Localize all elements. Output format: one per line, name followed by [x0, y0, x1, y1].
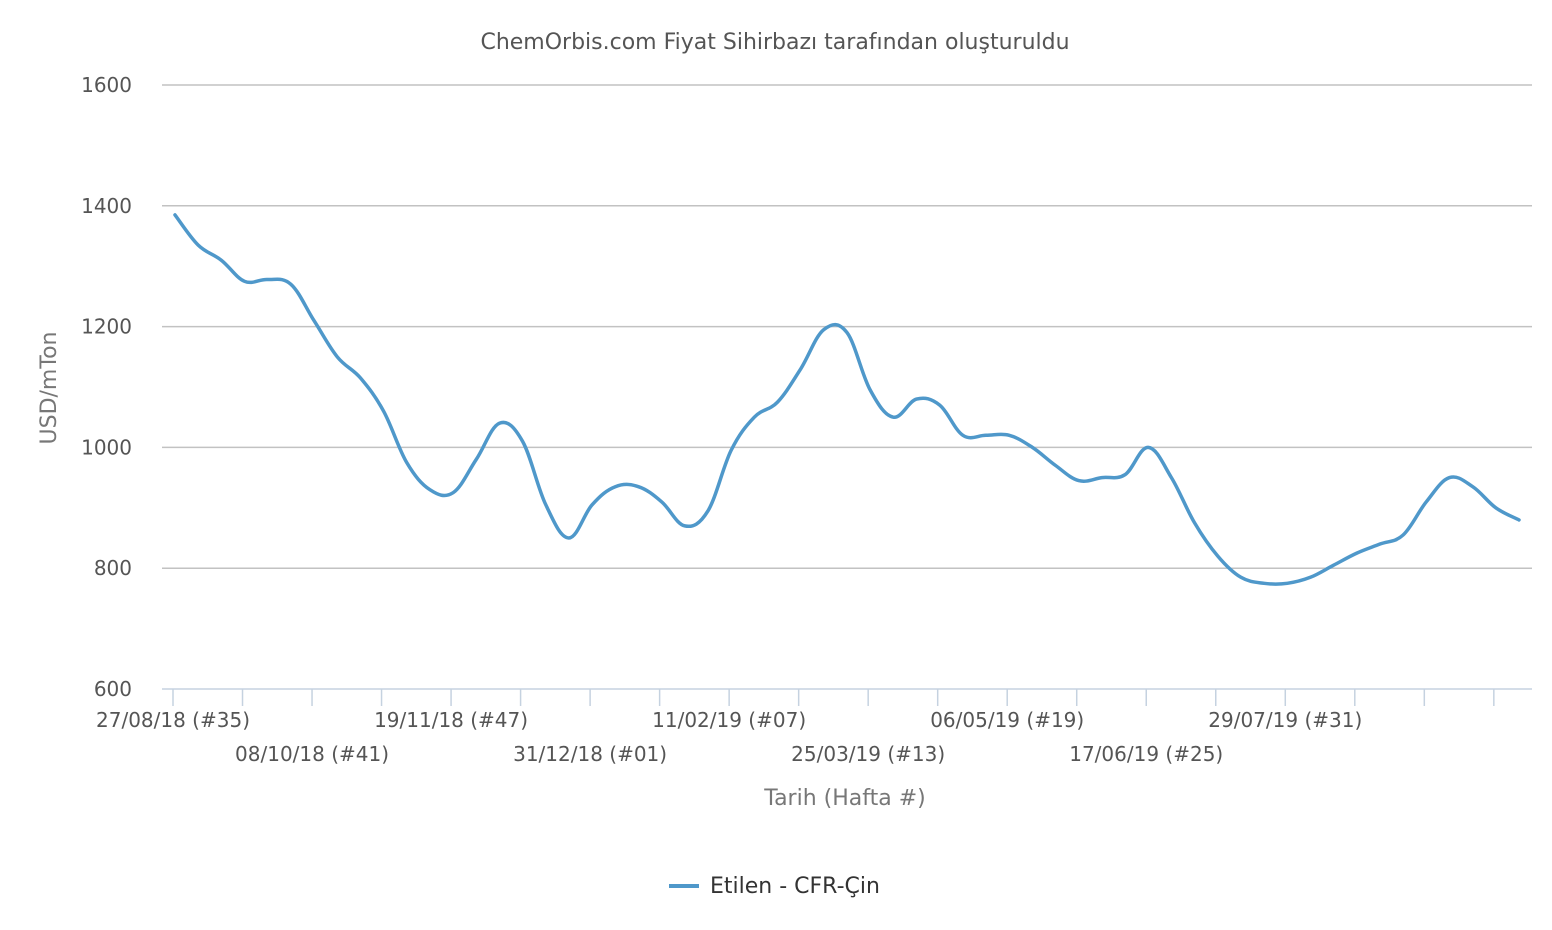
y-tick-label: 1200	[81, 315, 132, 339]
grid-lines	[162, 84, 1532, 569]
y-tick-label: 1400	[81, 194, 132, 218]
x-axis-tick-marks	[172, 689, 1495, 706]
legend[interactable]: Etilen - CFR-Çin	[669, 874, 880, 899]
x-tick-label: 08/10/18 (#41)	[235, 742, 389, 766]
x-axis-ticks: 27/08/18 (#35) 08/10/18 (#41) 19/11/18 (#4…	[96, 708, 1362, 766]
y-tick-label: 600	[94, 677, 132, 701]
x-tick-label: 17/06/19 (#25)	[1069, 742, 1223, 766]
x-tick-label: 06/05/19 (#19)	[930, 708, 1084, 732]
x-tick-label: 11/02/19 (#07)	[652, 708, 806, 732]
x-tick-label: 19/11/18 (#47)	[374, 708, 528, 732]
x-tick-label: 29/07/19 (#31)	[1208, 708, 1362, 732]
y-tick-label: 1600	[81, 73, 132, 97]
chart-title: ChemOrbis.com Fiyat Sihirbazı tarafından…	[480, 30, 1069, 55]
x-tick-label: 31/12/18 (#01)	[513, 742, 667, 766]
y-tick-label: 800	[94, 556, 132, 580]
x-axis-label: Tarih (Hafta #)	[763, 786, 925, 811]
x-tick-label: 25/03/19 (#13)	[791, 742, 945, 766]
y-axis-label: USD/mTon	[37, 332, 62, 445]
y-tick-label: 1000	[81, 435, 132, 459]
legend-item-etilen: Etilen - CFR-Çin	[710, 874, 880, 899]
series-line-etilen	[173, 213, 1521, 586]
x-tick-label: 27/08/18 (#35)	[96, 708, 250, 732]
y-axis-ticks: 600 800 1000 1200 1400 1600	[81, 73, 132, 701]
